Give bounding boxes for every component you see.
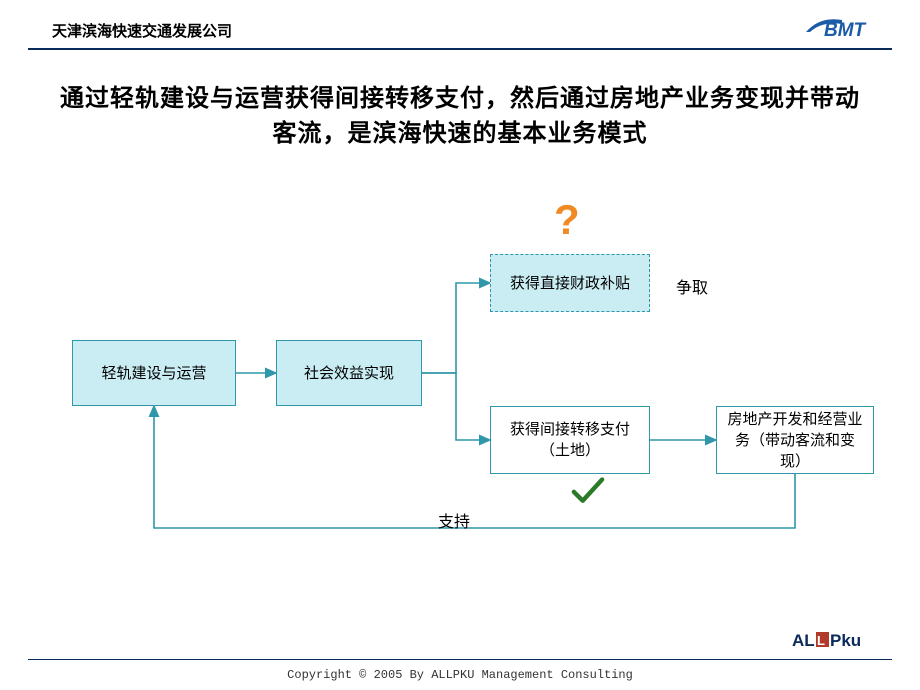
flow-diagram: 轻轨建设与运营社会效益实现 获得直接财政补贴获得间接转移支付（土地） 房地产开发和经…	[0, 240, 920, 560]
flow-node-n4: 获得间接转移支付（土地）	[490, 406, 650, 474]
header: 天津滨海快速交通发展公司 BMT	[0, 0, 920, 52]
svg-text:L: L	[817, 633, 825, 648]
question-mark-icon: ?	[554, 196, 580, 244]
header-divider	[28, 48, 892, 50]
company-title: 天津滨海快速交通发展公司	[52, 20, 232, 41]
svg-text:AL: AL	[792, 631, 815, 650]
edge-n2-n3	[422, 283, 490, 373]
checkmark-icon	[570, 476, 606, 511]
side-label: 争取	[676, 274, 708, 298]
slide-page: 天津滨海快速交通发展公司 BMT 通过轻轨建设与运营获得间接转移支付，然后通过房…	[0, 0, 920, 690]
main-title: 通过轻轨建设与运营获得间接转移支付，然后通过房地产业务变现并带动客流，是滨海快速…	[60, 82, 860, 152]
edge-n2-n4	[422, 373, 490, 440]
flow-node-n1: 轻轨建设与运营	[72, 340, 236, 406]
bmt-logo: BMT	[802, 14, 880, 47]
footer-divider	[28, 659, 892, 660]
bmt-logo-text: BMT	[824, 20, 867, 41]
allpku-logo: AL L Pku	[792, 629, 882, 656]
flow-node-n2: 社会效益实现	[276, 340, 422, 406]
copyright-text: Copyright © 2005 By ALLPKU Management Co…	[0, 668, 920, 682]
support-label: 支持	[438, 508, 470, 532]
svg-text:Pku: Pku	[830, 631, 861, 650]
edge-n5-n1	[154, 406, 795, 528]
flow-node-n3: 获得直接财政补贴	[490, 254, 650, 312]
flow-node-n5: 房地产开发和经营业务（带动客流和变现）	[716, 406, 874, 474]
